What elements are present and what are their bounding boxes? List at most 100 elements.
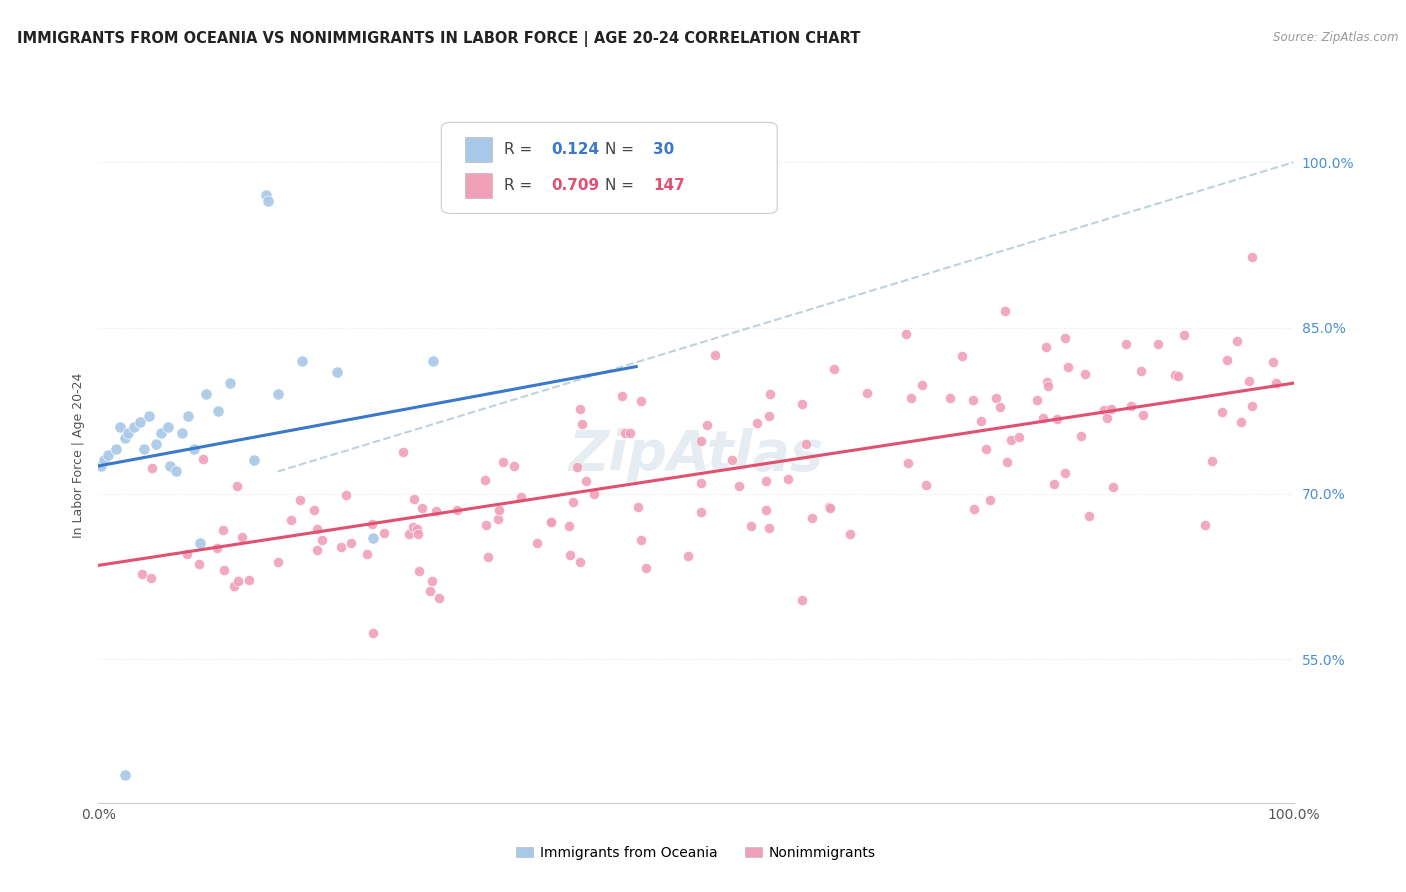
Point xyxy=(188,557,211,571)
Text: 30: 30 xyxy=(652,142,675,157)
Point xyxy=(1077,509,1099,524)
Point xyxy=(720,452,742,467)
Point xyxy=(1230,415,1253,429)
Point xyxy=(1054,331,1077,345)
Point xyxy=(790,593,813,607)
Point xyxy=(583,486,606,500)
Point xyxy=(159,458,181,473)
Point xyxy=(406,527,429,541)
Point xyxy=(267,555,290,569)
Point xyxy=(373,526,395,541)
Point xyxy=(565,460,588,475)
Point xyxy=(568,402,591,417)
Point xyxy=(475,517,498,532)
Point xyxy=(156,420,179,434)
Point xyxy=(149,425,172,440)
Point xyxy=(1132,408,1154,422)
Point xyxy=(1241,250,1264,264)
Point xyxy=(1173,328,1195,343)
Point xyxy=(124,420,146,434)
Point xyxy=(254,188,277,202)
Point xyxy=(212,524,235,538)
Point xyxy=(1000,433,1022,447)
Point xyxy=(114,431,136,445)
Point xyxy=(191,452,214,467)
Point xyxy=(212,563,235,577)
Point xyxy=(243,453,266,467)
Point xyxy=(105,442,128,457)
Point xyxy=(1211,405,1233,419)
Point xyxy=(401,520,423,534)
Point xyxy=(225,479,247,493)
Point xyxy=(226,574,249,588)
Point xyxy=(1008,430,1031,444)
Point xyxy=(526,536,548,550)
Point xyxy=(690,475,713,490)
Point xyxy=(984,391,1007,405)
Point xyxy=(131,566,153,581)
Point xyxy=(759,387,782,401)
FancyBboxPatch shape xyxy=(441,122,778,213)
Point xyxy=(1043,477,1066,491)
Point xyxy=(571,417,593,431)
Point xyxy=(138,409,160,424)
Point xyxy=(1070,429,1092,443)
Point xyxy=(361,517,384,532)
Point xyxy=(183,442,205,457)
Point xyxy=(634,561,657,575)
Point xyxy=(856,386,879,401)
Point xyxy=(1201,454,1223,468)
Point xyxy=(562,495,585,509)
Point xyxy=(1092,403,1115,417)
Point xyxy=(1036,375,1059,389)
Point xyxy=(758,409,780,423)
Point xyxy=(90,458,112,473)
Point xyxy=(139,571,162,585)
Point xyxy=(1226,334,1249,349)
Point xyxy=(630,394,652,409)
Point xyxy=(172,425,194,440)
Point xyxy=(1216,353,1239,368)
Point xyxy=(356,547,378,561)
Point xyxy=(970,414,993,428)
Point xyxy=(267,387,290,401)
Point xyxy=(291,354,314,368)
Text: 147: 147 xyxy=(652,178,685,193)
Point xyxy=(838,527,860,541)
Bar xyxy=(465,173,492,198)
Point xyxy=(689,505,711,519)
Point xyxy=(1074,367,1097,381)
Point xyxy=(900,391,922,405)
Point xyxy=(800,511,823,525)
Text: N =: N = xyxy=(605,142,638,157)
Point xyxy=(740,519,762,533)
Point xyxy=(1046,411,1069,425)
Text: R =: R = xyxy=(503,178,537,193)
Point xyxy=(914,478,936,492)
Text: N =: N = xyxy=(605,178,638,193)
Point xyxy=(420,574,443,588)
Point xyxy=(612,389,634,403)
Point xyxy=(398,526,420,541)
Point xyxy=(558,548,581,562)
Point xyxy=(195,387,218,401)
Point xyxy=(307,523,329,537)
Text: Source: ZipAtlas.com: Source: ZipAtlas.com xyxy=(1274,31,1399,45)
Point xyxy=(231,529,253,543)
Point xyxy=(894,326,917,341)
Point xyxy=(540,515,562,529)
Point xyxy=(510,490,533,504)
Point xyxy=(614,425,637,440)
Point xyxy=(619,425,641,440)
Point xyxy=(747,416,769,430)
Point xyxy=(897,456,920,470)
Point xyxy=(311,533,333,547)
Point xyxy=(1147,336,1170,351)
Point xyxy=(1129,364,1152,378)
Point xyxy=(145,437,167,451)
Point xyxy=(704,348,727,362)
Text: ZipAtlas: ZipAtlas xyxy=(568,428,824,482)
Point xyxy=(207,403,229,417)
Point xyxy=(177,409,200,424)
Point xyxy=(994,304,1017,318)
